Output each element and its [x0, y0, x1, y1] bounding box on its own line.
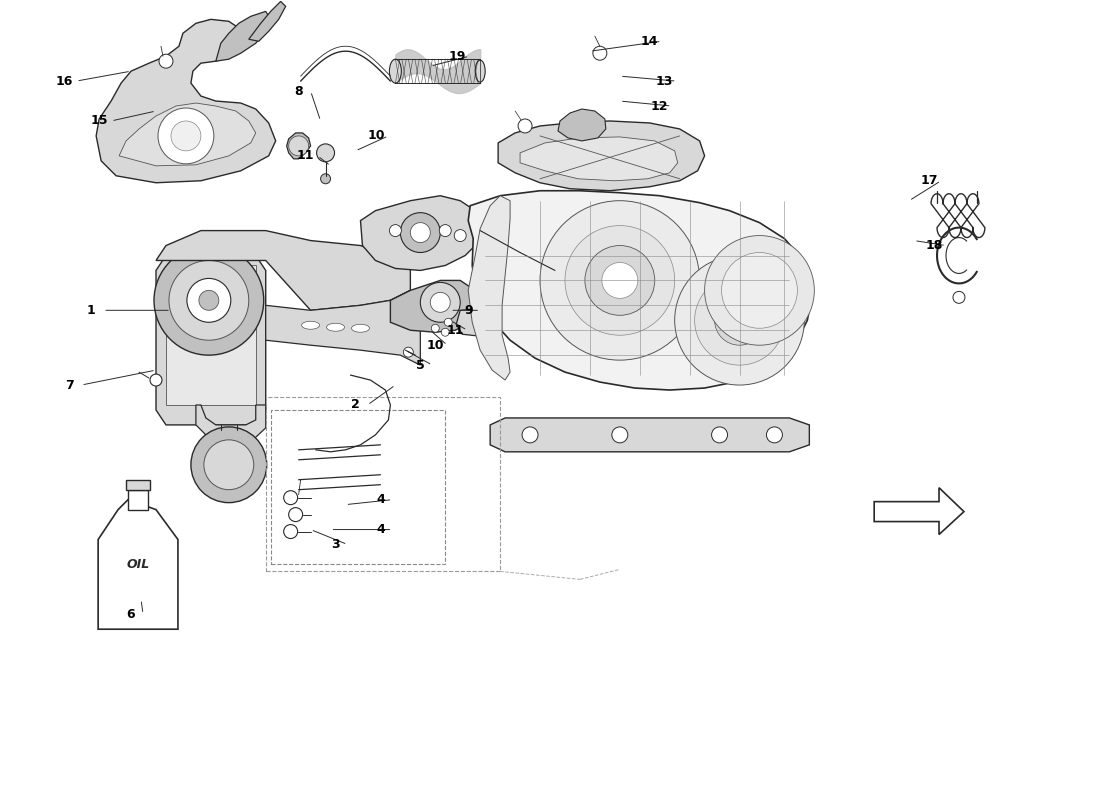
Circle shape	[187, 278, 231, 322]
Polygon shape	[126, 480, 150, 490]
Circle shape	[602, 262, 638, 298]
Circle shape	[389, 225, 402, 237]
Circle shape	[169, 261, 249, 340]
Text: 4: 4	[376, 493, 385, 506]
Text: 9: 9	[464, 304, 473, 317]
Circle shape	[288, 136, 309, 156]
Text: 3: 3	[331, 538, 340, 551]
Circle shape	[420, 282, 460, 322]
Polygon shape	[390, 281, 481, 332]
Text: 1: 1	[87, 304, 96, 317]
Circle shape	[404, 347, 414, 357]
Polygon shape	[156, 255, 266, 425]
Polygon shape	[216, 11, 271, 61]
Circle shape	[199, 290, 219, 310]
Circle shape	[953, 291, 965, 303]
Circle shape	[191, 427, 266, 502]
Polygon shape	[266, 290, 420, 365]
Circle shape	[674, 255, 804, 385]
Text: 15: 15	[90, 114, 108, 127]
Circle shape	[715, 295, 764, 345]
Text: 16: 16	[55, 74, 73, 88]
Circle shape	[441, 328, 449, 336]
Polygon shape	[287, 133, 310, 159]
Ellipse shape	[389, 59, 402, 83]
Circle shape	[288, 508, 302, 522]
Text: 13: 13	[656, 74, 673, 88]
Circle shape	[431, 324, 439, 332]
Circle shape	[522, 427, 538, 443]
Circle shape	[317, 144, 334, 162]
Polygon shape	[96, 19, 276, 182]
Circle shape	[454, 230, 466, 242]
Circle shape	[444, 318, 452, 326]
Circle shape	[150, 374, 162, 386]
Circle shape	[400, 213, 440, 253]
Polygon shape	[166, 266, 255, 405]
Circle shape	[705, 235, 814, 345]
Circle shape	[154, 246, 264, 355]
Polygon shape	[456, 308, 501, 336]
Circle shape	[767, 427, 782, 443]
Circle shape	[540, 201, 700, 360]
Polygon shape	[249, 2, 286, 42]
Circle shape	[320, 174, 331, 184]
Circle shape	[712, 427, 727, 443]
Circle shape	[284, 490, 298, 505]
Polygon shape	[520, 137, 678, 181]
Circle shape	[593, 46, 607, 60]
Polygon shape	[361, 196, 481, 270]
Text: 6: 6	[126, 608, 135, 621]
Circle shape	[204, 440, 254, 490]
Text: 5: 5	[416, 358, 425, 372]
Text: 18: 18	[925, 239, 943, 252]
Text: OIL: OIL	[126, 558, 150, 571]
Polygon shape	[98, 500, 178, 630]
Text: 14: 14	[641, 34, 659, 48]
Polygon shape	[119, 103, 255, 166]
Polygon shape	[469, 190, 812, 390]
Circle shape	[722, 253, 798, 328]
Circle shape	[430, 292, 450, 312]
Text: 17: 17	[921, 174, 938, 187]
Circle shape	[565, 226, 674, 335]
Circle shape	[410, 222, 430, 242]
Circle shape	[612, 427, 628, 443]
Polygon shape	[874, 488, 964, 534]
Text: 4: 4	[376, 523, 385, 536]
Polygon shape	[491, 418, 810, 452]
Circle shape	[585, 246, 654, 315]
Text: 12: 12	[651, 99, 669, 113]
Polygon shape	[196, 405, 266, 445]
Polygon shape	[156, 230, 410, 310]
Ellipse shape	[352, 324, 370, 332]
Text: 8: 8	[295, 85, 302, 98]
Text: 11: 11	[297, 150, 315, 162]
Text: 19: 19	[449, 50, 466, 62]
Circle shape	[694, 275, 784, 365]
Ellipse shape	[301, 322, 320, 330]
Text: 10: 10	[367, 130, 385, 142]
Polygon shape	[128, 490, 148, 510]
Polygon shape	[498, 121, 705, 190]
Circle shape	[284, 525, 298, 538]
Polygon shape	[558, 109, 606, 141]
Polygon shape	[469, 196, 510, 380]
Ellipse shape	[327, 323, 344, 331]
Circle shape	[439, 225, 451, 237]
Text: 10: 10	[427, 338, 444, 352]
Text: 2: 2	[351, 398, 360, 411]
Ellipse shape	[475, 60, 485, 82]
Circle shape	[158, 108, 213, 164]
Circle shape	[170, 121, 201, 151]
Circle shape	[160, 54, 173, 68]
Circle shape	[518, 119, 532, 133]
Text: 7: 7	[65, 378, 74, 391]
Text: 11: 11	[447, 324, 464, 337]
